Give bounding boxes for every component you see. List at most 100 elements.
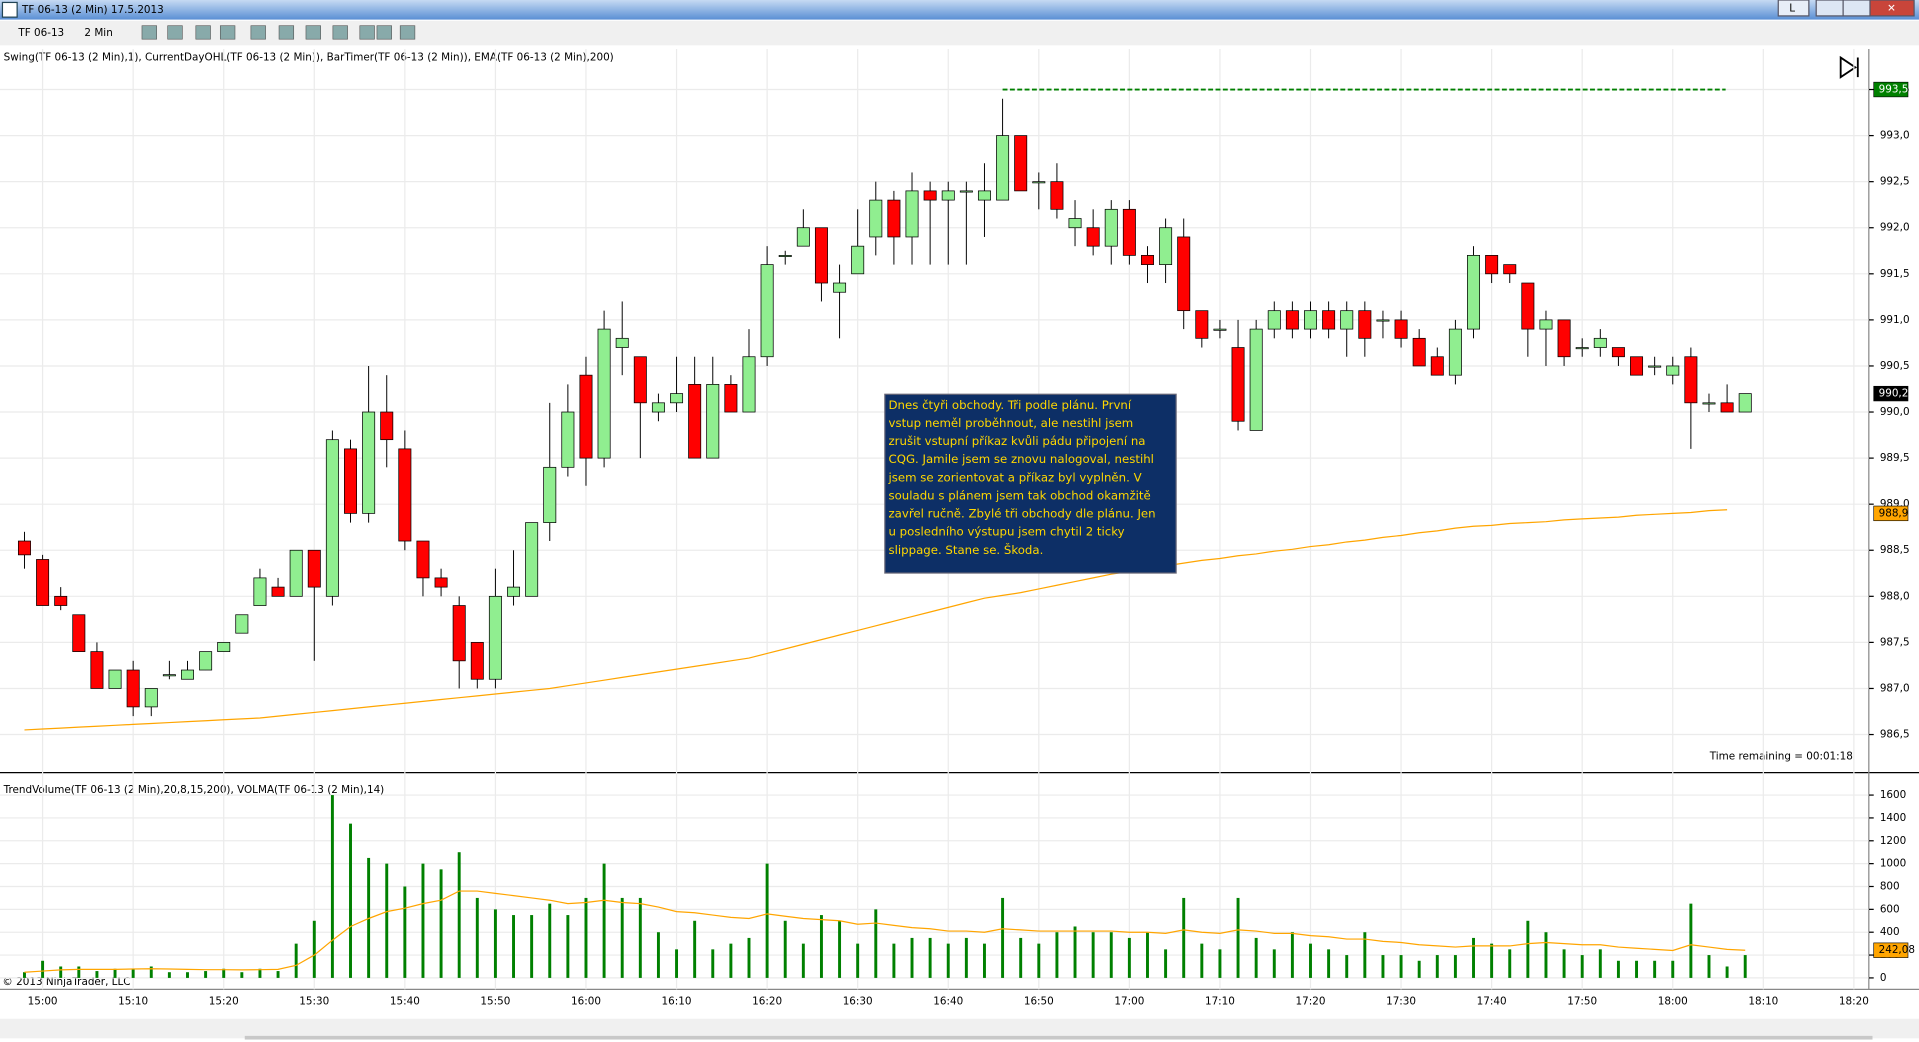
candle-body — [72, 614, 86, 652]
price-panel-title: Swing(TF 06-13 (2 Min),1), CurrentDayOHL… — [4, 52, 614, 64]
volume-bar — [222, 968, 226, 978]
candle-body — [1376, 319, 1390, 322]
y-tick-label: 1000 — [1880, 858, 1906, 870]
candle-body — [1503, 264, 1517, 275]
y-tick-label: 993,0 — [1880, 130, 1910, 142]
volume-bar — [1707, 955, 1711, 978]
candle-body — [543, 466, 557, 523]
volume-bar — [186, 972, 189, 978]
volume-bar — [77, 966, 81, 978]
close-button[interactable] — [1869, 0, 1915, 17]
volume-bar — [1019, 937, 1023, 978]
y-tick-label: 988,5 — [1880, 544, 1910, 556]
candle-body — [380, 411, 394, 441]
candle-body — [670, 393, 684, 404]
volume-bar — [1472, 937, 1475, 978]
volume-bar — [1218, 949, 1222, 978]
y-tick-label: 987,5 — [1880, 636, 1910, 648]
ema-line — [24, 509, 1728, 731]
candle-body — [1702, 402, 1716, 405]
minimize-button[interactable] — [1815, 0, 1844, 17]
volume-bar — [1272, 949, 1276, 978]
volume-bar — [566, 915, 570, 978]
candle-body — [996, 135, 1010, 201]
candle-body — [1213, 328, 1227, 331]
y-tick-label: 986,5 — [1880, 729, 1910, 741]
volume-bar — [1200, 943, 1204, 978]
link-button[interactable] — [1777, 0, 1810, 17]
candle-body — [108, 669, 122, 689]
candle-body — [1611, 347, 1625, 358]
scroll-thumb[interactable] — [244, 1035, 1873, 1040]
candle-body — [561, 411, 575, 468]
y-tick-label: 989,5 — [1880, 452, 1910, 464]
instrument-selector[interactable]: TF 06-13 — [17, 27, 64, 39]
scrollbar[interactable] — [0, 1018, 1919, 1039]
y-tick-label: 1600 — [1880, 789, 1906, 801]
candle-body — [869, 199, 883, 238]
volume-bar — [928, 937, 932, 978]
volume-bar — [59, 966, 63, 978]
volma-line — [24, 890, 1746, 973]
annotation-line: zavřel ručně. Zbylé tři obchody dle plán… — [889, 507, 1156, 521]
volume-bar — [1381, 955, 1385, 978]
volume-bar — [982, 943, 986, 978]
volume-bar — [1055, 932, 1059, 978]
annotation-background — [884, 393, 1177, 574]
candle-body — [1539, 319, 1553, 330]
maximize-button[interactable] — [1842, 0, 1871, 17]
time-label: 16:30 — [843, 996, 873, 1008]
price-marker — [1873, 942, 1909, 958]
volume-bar — [1073, 926, 1077, 978]
time-label: 16:10 — [662, 996, 692, 1008]
volume-bar — [312, 920, 316, 978]
volume-bar — [1544, 932, 1548, 978]
candle-body — [941, 190, 955, 201]
volume-bar — [1653, 960, 1657, 978]
volume-bar — [765, 863, 769, 978]
price-marker-label: 242,08 — [1879, 944, 1915, 956]
candle-body — [579, 374, 593, 459]
period-selector[interactable]: 2 Min — [84, 27, 112, 39]
candle-body — [1575, 347, 1589, 350]
scroll-end-button[interactable] — [1839, 55, 1859, 79]
annotation-line: CQG. Jamile jsem se znovu nalogoval, nes… — [889, 452, 1154, 466]
volume-bar — [1743, 955, 1747, 978]
volume-bar — [1236, 897, 1240, 978]
candle-body — [597, 328, 611, 459]
candle-body — [325, 439, 339, 597]
annotation-box: Dnes čtyři obchody. Tři podle plánu. Prv… — [884, 393, 1177, 574]
time-label: 15:30 — [299, 996, 329, 1008]
candle-body — [887, 199, 901, 238]
volume-bar — [439, 869, 443, 978]
candle-body — [488, 595, 502, 680]
volume-bar — [1635, 960, 1639, 978]
price-marker-label: 993,5 — [1879, 84, 1909, 96]
y-tick-label: 991,5 — [1880, 268, 1910, 280]
candle-body — [1159, 227, 1173, 265]
volume-bar — [1598, 949, 1602, 978]
volume-bar — [258, 968, 262, 978]
y-tick-label: 0 — [1880, 972, 1887, 984]
time-label: 17:50 — [1567, 996, 1597, 1008]
plot-area: 15:00 15:10 15:20 15:30 15:40 15:50 16:00 16:10… — [0, 48, 1915, 1008]
candle-body — [1485, 255, 1499, 275]
candle-body — [851, 245, 865, 275]
candle-body — [344, 448, 357, 514]
volume-bar — [1345, 955, 1349, 978]
candle-body — [144, 688, 158, 708]
volume-bar — [1526, 920, 1530, 978]
volume-bar — [1290, 932, 1294, 978]
y-tick-label: 992,0 — [1880, 222, 1910, 234]
candle-body — [470, 642, 484, 680]
volume-bar — [294, 943, 298, 978]
price-marker-label: 990,2 — [1879, 388, 1909, 400]
candle-body — [688, 384, 702, 459]
candle-body — [525, 522, 539, 597]
volume-bar — [1254, 937, 1258, 978]
volume-bar — [457, 852, 461, 978]
candle-body — [1032, 181, 1046, 184]
volume-bar — [1453, 955, 1457, 978]
volume-bar — [1127, 937, 1131, 978]
candle-body — [1104, 208, 1118, 247]
